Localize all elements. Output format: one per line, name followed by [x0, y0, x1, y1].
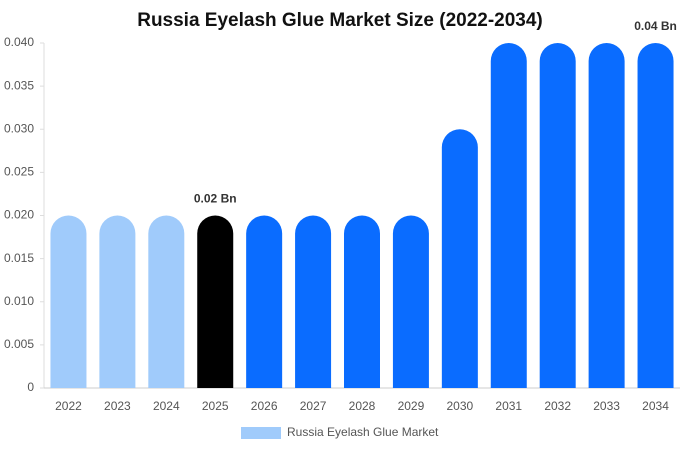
- x-tick-label: 2032: [544, 399, 571, 413]
- bar: [295, 215, 332, 388]
- bar: [344, 215, 380, 388]
- y-tick-label: 0.030: [4, 121, 34, 135]
- bar: [197, 215, 234, 388]
- x-tick-label: 2033: [593, 399, 620, 413]
- x-tick-label: 2022: [55, 399, 82, 413]
- x-tick-label: 2034: [642, 399, 669, 413]
- value-label: 0.02 Bn: [194, 192, 237, 206]
- bar: [539, 43, 576, 388]
- x-tick-label: 2029: [398, 399, 425, 413]
- bar: [99, 215, 136, 388]
- x-tick-label: 2023: [104, 399, 131, 413]
- chart-title: Russia Eyelash Glue Market Size (2022-20…: [137, 10, 543, 31]
- y-tick-label: 0.015: [4, 251, 34, 265]
- y-tick-label: 0: [27, 380, 34, 394]
- x-tick-label: 2031: [495, 399, 522, 413]
- bar: [392, 215, 429, 388]
- x-tick-label: 2028: [349, 399, 376, 413]
- x-tick-label: 2025: [202, 399, 229, 413]
- bar: [490, 43, 527, 388]
- legend-swatch: [241, 427, 281, 439]
- x-tick-label: 2024: [153, 399, 180, 413]
- legend-label: Russia Eyelash Glue Market: [287, 425, 439, 439]
- y-tick-label: 0.005: [4, 337, 34, 351]
- y-tick-label: 0.020: [4, 208, 34, 222]
- x-tick-label: 2026: [251, 399, 278, 413]
- bar: [441, 129, 478, 388]
- y-tick-label: 0.035: [4, 78, 34, 92]
- value-label: 0.04 Bn: [634, 19, 677, 33]
- bar: [637, 43, 674, 388]
- bar: [246, 215, 283, 388]
- y-tick-label: 0.040: [4, 35, 34, 49]
- bar: [50, 215, 87, 388]
- y-tick-label: 0.025: [4, 165, 34, 179]
- x-tick-label: 2030: [446, 399, 473, 413]
- bar: [148, 215, 185, 388]
- x-tick-label: 2027: [300, 399, 327, 413]
- y-tick-label: 0.010: [4, 294, 34, 308]
- bar: [588, 43, 625, 388]
